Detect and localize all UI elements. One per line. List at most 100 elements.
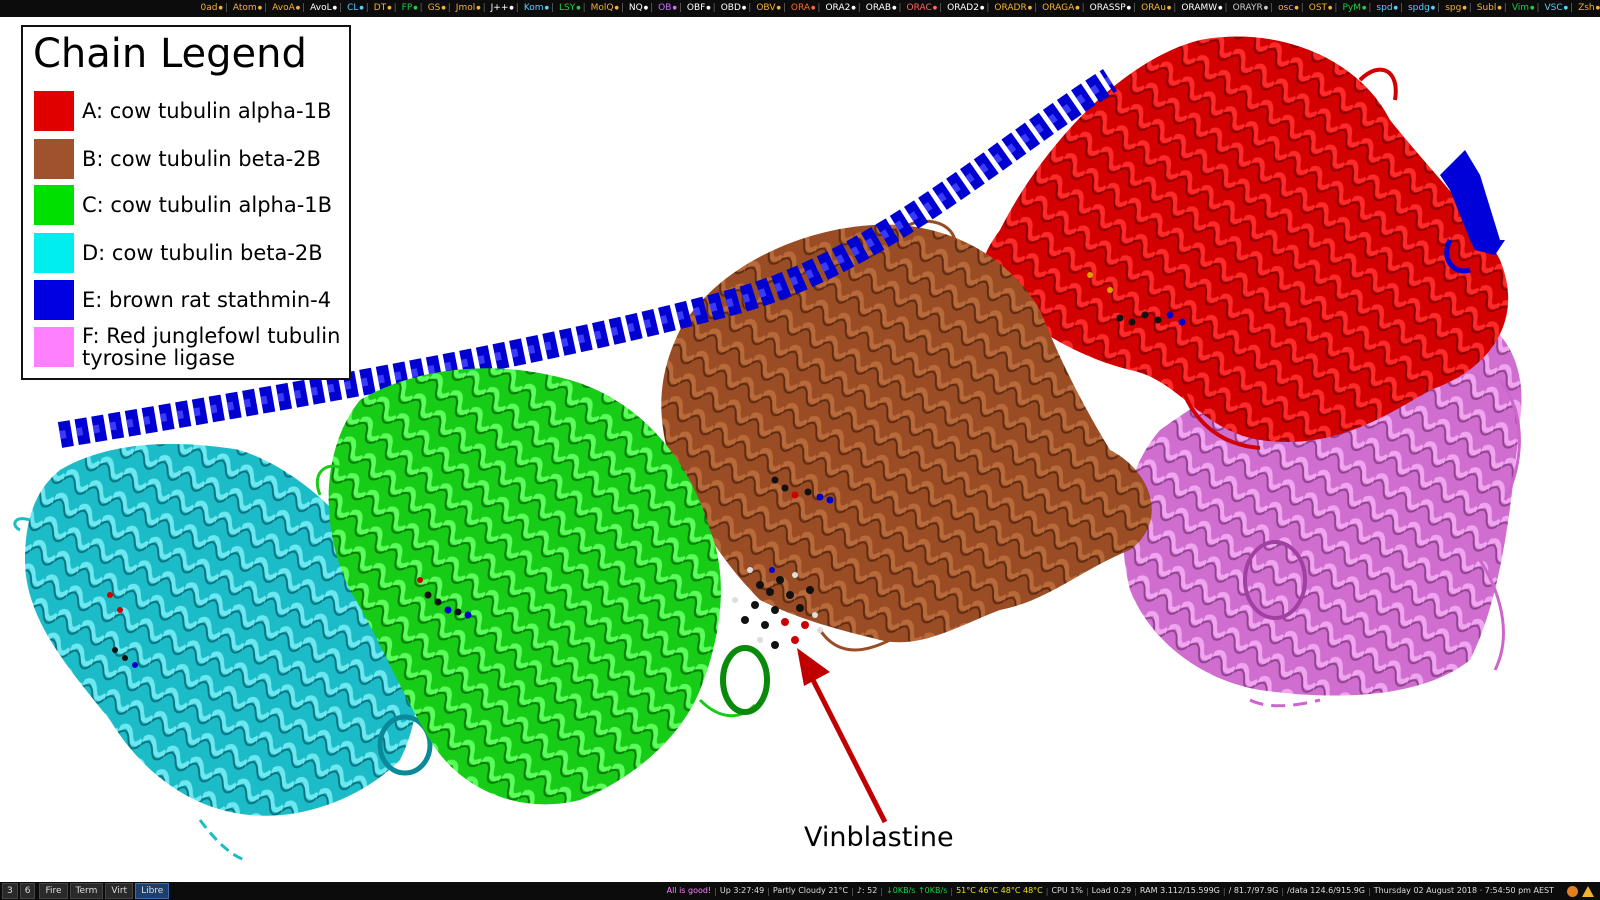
status-item: Partly Cloudy 21°C	[772, 886, 849, 895]
legend-swatch-e	[34, 280, 74, 320]
launcher-ora2[interactable]: ORA2	[825, 3, 851, 13]
separator: |	[550, 3, 554, 13]
launcher-zsh[interactable]: Zsh	[1578, 3, 1595, 13]
workspace-button[interactable]: 6	[19, 883, 36, 899]
launcher-0ad[interactable]: 0ad	[200, 3, 218, 13]
launcher-fp[interactable]: FP	[401, 3, 413, 13]
separator: |	[365, 3, 369, 13]
launcher-pym[interactable]: PyM	[1342, 3, 1361, 13]
launcher-dot-icon: ●	[706, 5, 711, 11]
launcher-orab[interactable]: ORAB	[865, 3, 892, 13]
task-libre[interactable]: Libre	[135, 883, 170, 899]
launcher-dot-icon: ●	[1362, 5, 1367, 11]
launcher-obf[interactable]: OBF	[686, 3, 706, 13]
launcher-cl[interactable]: CL	[347, 3, 359, 13]
launcher-dt[interactable]: DT	[373, 3, 387, 13]
separator: |	[767, 886, 770, 896]
launcher-dot-icon: ●	[614, 5, 619, 11]
launcher-ob[interactable]: OB	[658, 3, 672, 13]
launcher-orau[interactable]: ORAu	[1141, 3, 1166, 13]
chain-e-helix	[57, 69, 1117, 448]
launcher-dot-icon: ●	[979, 5, 985, 11]
launcher-orassp[interactable]: ORASSP	[1089, 3, 1126, 13]
launcher-lsy[interactable]: LSY	[558, 3, 576, 13]
launcher-kom[interactable]: Kom	[523, 3, 544, 13]
separator: |	[1399, 3, 1403, 13]
launcher-osc[interactable]: osc	[1278, 3, 1294, 13]
launcher-subl[interactable]: Subl	[1476, 3, 1497, 13]
launcher-gs[interactable]: GS	[427, 3, 441, 13]
launcher-ora[interactable]: ORA	[790, 3, 811, 13]
launcher-ost[interactable]: OST	[1308, 3, 1328, 13]
launcher-oraga[interactable]: ORAGA	[1042, 3, 1075, 13]
separator: |	[1368, 3, 1372, 13]
separator: |	[1570, 3, 1574, 13]
chain-c-ribbon	[315, 368, 770, 805]
launcher-spd[interactable]: spd	[1376, 3, 1393, 13]
separator: |	[582, 3, 586, 13]
separator: |	[515, 3, 519, 13]
launcher-dot-icon: ●	[1166, 5, 1172, 11]
launcher-dot-icon: ●	[741, 5, 747, 11]
separator: |	[817, 3, 821, 13]
task-fire[interactable]: Fire	[39, 883, 68, 899]
legend-swatch-d	[34, 233, 74, 273]
status-item: Load 0.29	[1091, 886, 1132, 895]
separator: |	[1300, 3, 1304, 13]
launcher-j-[interactable]: J++	[490, 3, 509, 13]
chain-a-ribbon	[982, 36, 1509, 450]
separator: |	[1034, 3, 1038, 13]
launcher-avol[interactable]: AvoL	[310, 3, 332, 13]
separator: |	[419, 3, 423, 13]
ligand-cluster-vinblastine	[732, 567, 823, 649]
launcher-obv[interactable]: OBV	[756, 3, 776, 13]
launcher-atom[interactable]: Atom	[232, 3, 257, 13]
launcher-dot-icon: ●	[1497, 5, 1502, 11]
separator: |	[482, 3, 486, 13]
separator: |	[714, 886, 717, 896]
task-virt[interactable]: Virt	[105, 883, 134, 899]
launcher-dot-icon: ●	[295, 5, 301, 11]
separator: |	[393, 3, 397, 13]
separator: |	[678, 3, 682, 13]
legend-swatch-f	[34, 327, 74, 367]
launcher-spdg[interactable]: spdg	[1407, 3, 1430, 13]
warning-icon[interactable]	[1582, 885, 1594, 897]
workspace-button[interactable]: 3	[2, 883, 18, 899]
separator: |	[986, 3, 990, 13]
launcher-molq[interactable]: MolQ	[590, 3, 614, 13]
launcher-vsc[interactable]: VSC	[1544, 3, 1563, 13]
legend-label-d: D: cow tubulin beta-2B	[82, 241, 323, 265]
separator: |	[1081, 3, 1085, 13]
legend-swatch-a	[34, 91, 74, 131]
task-term[interactable]: Term	[69, 883, 104, 899]
network-icon[interactable]	[1567, 885, 1578, 897]
launcher-obd[interactable]: OBD	[720, 3, 741, 13]
launcher-oramw[interactable]: ORAMW	[1181, 3, 1218, 13]
top-launcher-bar: 0ad ● | Atom ● | AvoA ● | AvoL ● | CL ● | DT ● | FP ● | GS ● | J…	[0, 0, 1600, 17]
separator: |	[1468, 3, 1472, 13]
separator: |	[898, 3, 902, 13]
launcher-orac[interactable]: ORAC	[906, 3, 932, 13]
launcher-dot-icon: ●	[1075, 5, 1080, 11]
status-item: Thursday 02 August 2018 ⋅ 7:54:50 pm AES…	[1373, 886, 1554, 895]
launcher-oradr[interactable]: ORADR	[994, 3, 1027, 13]
separator: |	[447, 3, 451, 13]
separator: |	[1437, 3, 1441, 13]
launcher-orad2[interactable]: ORAD2	[947, 3, 979, 13]
launcher-dot-icon: ●	[1328, 5, 1333, 11]
launcher-orayr[interactable]: ORAYR	[1232, 3, 1263, 13]
launcher-spg[interactable]: spg	[1445, 3, 1462, 13]
launcher-nq[interactable]: NQ	[628, 3, 643, 13]
launcher-dot-icon: ●	[1218, 5, 1223, 11]
launcher-dot-icon: ●	[892, 5, 897, 11]
launcher-dot-icon: ●	[1027, 5, 1033, 11]
launcher-vim[interactable]: Vim	[1511, 3, 1530, 13]
launcher-avoa[interactable]: AvoA	[272, 3, 295, 13]
task-list: Fire Term Virt Libre	[39, 883, 171, 899]
launcher-dot-icon: ●	[387, 5, 392, 11]
separator: |	[880, 886, 884, 896]
launcher-jmol[interactable]: Jmol	[455, 3, 476, 13]
separator: |	[1281, 886, 1285, 896]
